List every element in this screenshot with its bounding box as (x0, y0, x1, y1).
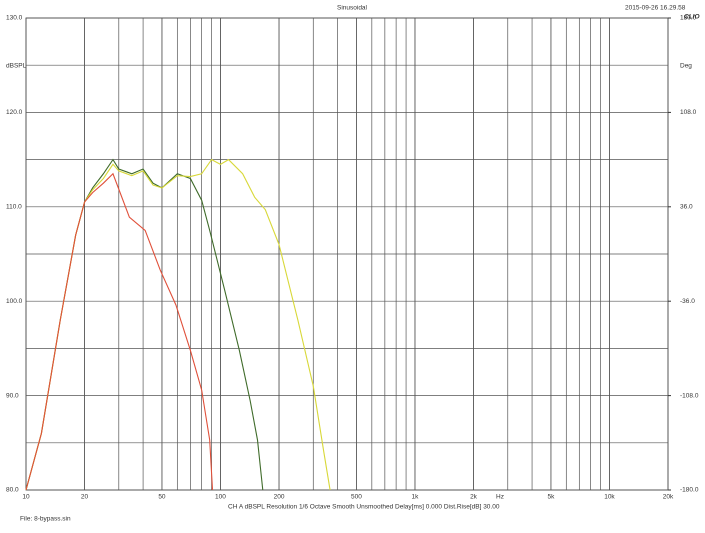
y-tick-label: 130.0 (6, 15, 23, 22)
x-tick-label: 100 (215, 494, 226, 501)
footer: CH A dBSPL Resolution 1/6 Octave Smooth … (228, 504, 500, 511)
file-name: File: 8-bypass.sin (20, 516, 71, 523)
response-curve (25, 172, 214, 491)
y2-axis-label: Deg (680, 63, 692, 70)
y2-tick-label: -108.0 (680, 392, 699, 399)
x-tick-label: 5k (547, 494, 555, 501)
x-tick-label: 10k (604, 494, 615, 501)
y-tick-label: 110.0 (6, 204, 22, 211)
y2-tick-label: -36.0 (680, 298, 695, 305)
x-tick-label: 20 (81, 494, 89, 501)
x-tick-label: 20k (663, 494, 674, 501)
chart-title: Sinusoidal (337, 5, 368, 12)
x-tick-label: 200 (274, 494, 285, 501)
x-tick-label: 50 (158, 494, 166, 501)
y-tick-label: 80.0 (6, 487, 19, 494)
y2-tick-label: 36.0 (680, 204, 693, 211)
y2-tick-label: -180.0 (680, 487, 699, 494)
x-tick-label: 2k (470, 494, 478, 501)
x-tick-label: 1k (412, 494, 420, 501)
y-tick-label: 100.0 (6, 298, 23, 305)
y-tick-label: 90.0 (6, 392, 19, 399)
y-tick-label: 120.0 (6, 109, 23, 116)
logo: CLIO (684, 14, 700, 21)
response-curve (25, 158, 264, 491)
response-curve (25, 158, 331, 491)
x-tick-label: 500 (351, 494, 362, 501)
y2-tick-label: 108.0 (680, 109, 697, 116)
x-unit: Hz (496, 494, 504, 501)
timestamp: 2015-09-26 16.29.58 (625, 5, 686, 12)
y2-tick-label: 180.0 (680, 15, 697, 22)
y-axis-label: dBSPL (6, 63, 27, 70)
x-tick-label: 10 (22, 494, 30, 501)
